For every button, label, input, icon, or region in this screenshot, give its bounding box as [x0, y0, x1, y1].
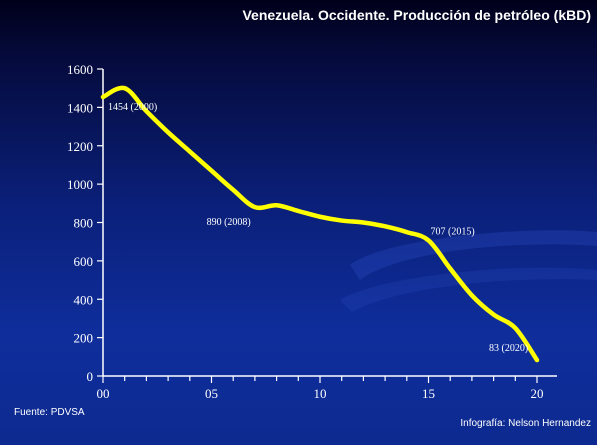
- data-label: 890 (2008): [207, 217, 251, 228]
- chart-title: Venezuela. Occidente. Producción de petr…: [242, 7, 591, 23]
- x-tick-label: 15: [422, 386, 435, 401]
- y-tick-label: 1400: [67, 100, 93, 115]
- series-line-0: [100, 85, 540, 363]
- background-swoosh: [340, 267, 597, 312]
- y-tick-label: 0: [87, 369, 94, 384]
- background-swoosh: [350, 230, 597, 280]
- data-label: 83 (2020): [489, 343, 528, 354]
- x-tick-label: 20: [531, 386, 544, 401]
- credit-label: Infografía: Nelson Hernandez: [460, 418, 591, 429]
- data-label: 1454 (2000): [108, 102, 157, 113]
- y-tick-label: 1000: [67, 177, 93, 192]
- x-tick-label: 05: [205, 386, 218, 401]
- y-tick-label: 400: [74, 292, 94, 307]
- x-tick-label: 10: [314, 386, 327, 401]
- y-tick-label: 800: [74, 216, 94, 231]
- y-tick-label: 1200: [67, 139, 93, 154]
- y-tick-label: 1600: [67, 62, 93, 77]
- x-tick-label: 00: [97, 386, 110, 401]
- y-tick-label: 200: [74, 331, 94, 346]
- y-tick-label: 600: [74, 254, 94, 269]
- source-label: Fuente: PDVSA: [14, 407, 85, 418]
- data-label: 707 (2015): [431, 226, 475, 237]
